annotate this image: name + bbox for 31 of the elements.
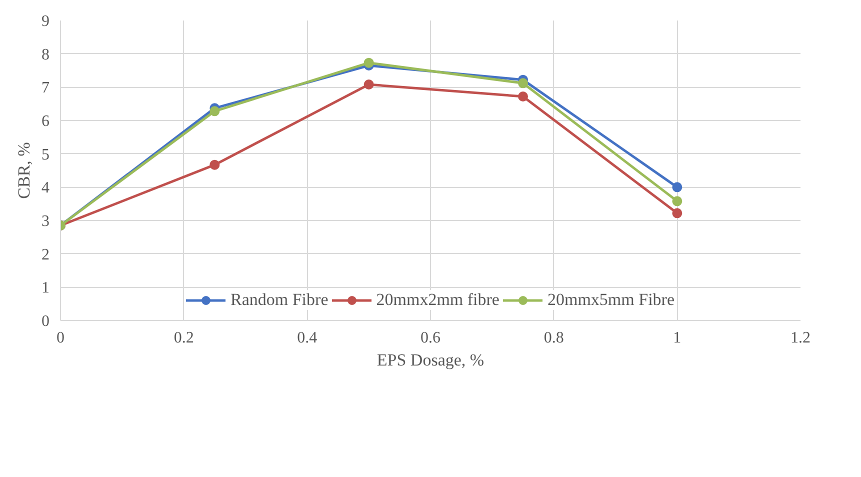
x-axis-title: EPS Dosage, % — [376, 350, 484, 370]
legend-label: 20mmx5mm Fibre — [547, 290, 675, 310]
x-tick-label: 1.2 — [790, 330, 810, 346]
y-tick-label: 0 — [42, 313, 50, 330]
x-tick-label: 0.4 — [297, 330, 318, 346]
point — [364, 58, 374, 68]
legend-label: Random Fibre — [230, 290, 328, 310]
point — [210, 160, 220, 170]
point — [672, 208, 682, 218]
y-tick-label: 4 — [42, 180, 50, 197]
x-tick-label: 1 — [673, 330, 682, 346]
x-tick-label: 0.8 — [544, 330, 564, 346]
y-tick-label: 6 — [42, 113, 50, 130]
point — [210, 106, 220, 116]
y-tick-label: 3 — [42, 213, 50, 230]
y-tick-label: 1 — [42, 280, 50, 297]
x-tick-label: 0.6 — [420, 330, 440, 346]
point — [518, 78, 528, 88]
y-tick-label: 7 — [42, 80, 50, 97]
y-axis-title: CBR, % — [14, 142, 34, 199]
point — [518, 92, 528, 102]
y-tick-label: 9 — [42, 13, 50, 30]
point — [364, 80, 374, 90]
x-tick-label: 0 — [56, 330, 64, 346]
legend-label: 20mmx2mm fibre — [376, 290, 500, 310]
point — [672, 182, 682, 192]
point — [672, 196, 682, 206]
y-tick-label: 2 — [42, 246, 50, 264]
y-tick-label: 5 — [42, 146, 50, 164]
x-tick-label: 0.2 — [174, 330, 194, 346]
y-tick-label: 8 — [42, 46, 50, 64]
